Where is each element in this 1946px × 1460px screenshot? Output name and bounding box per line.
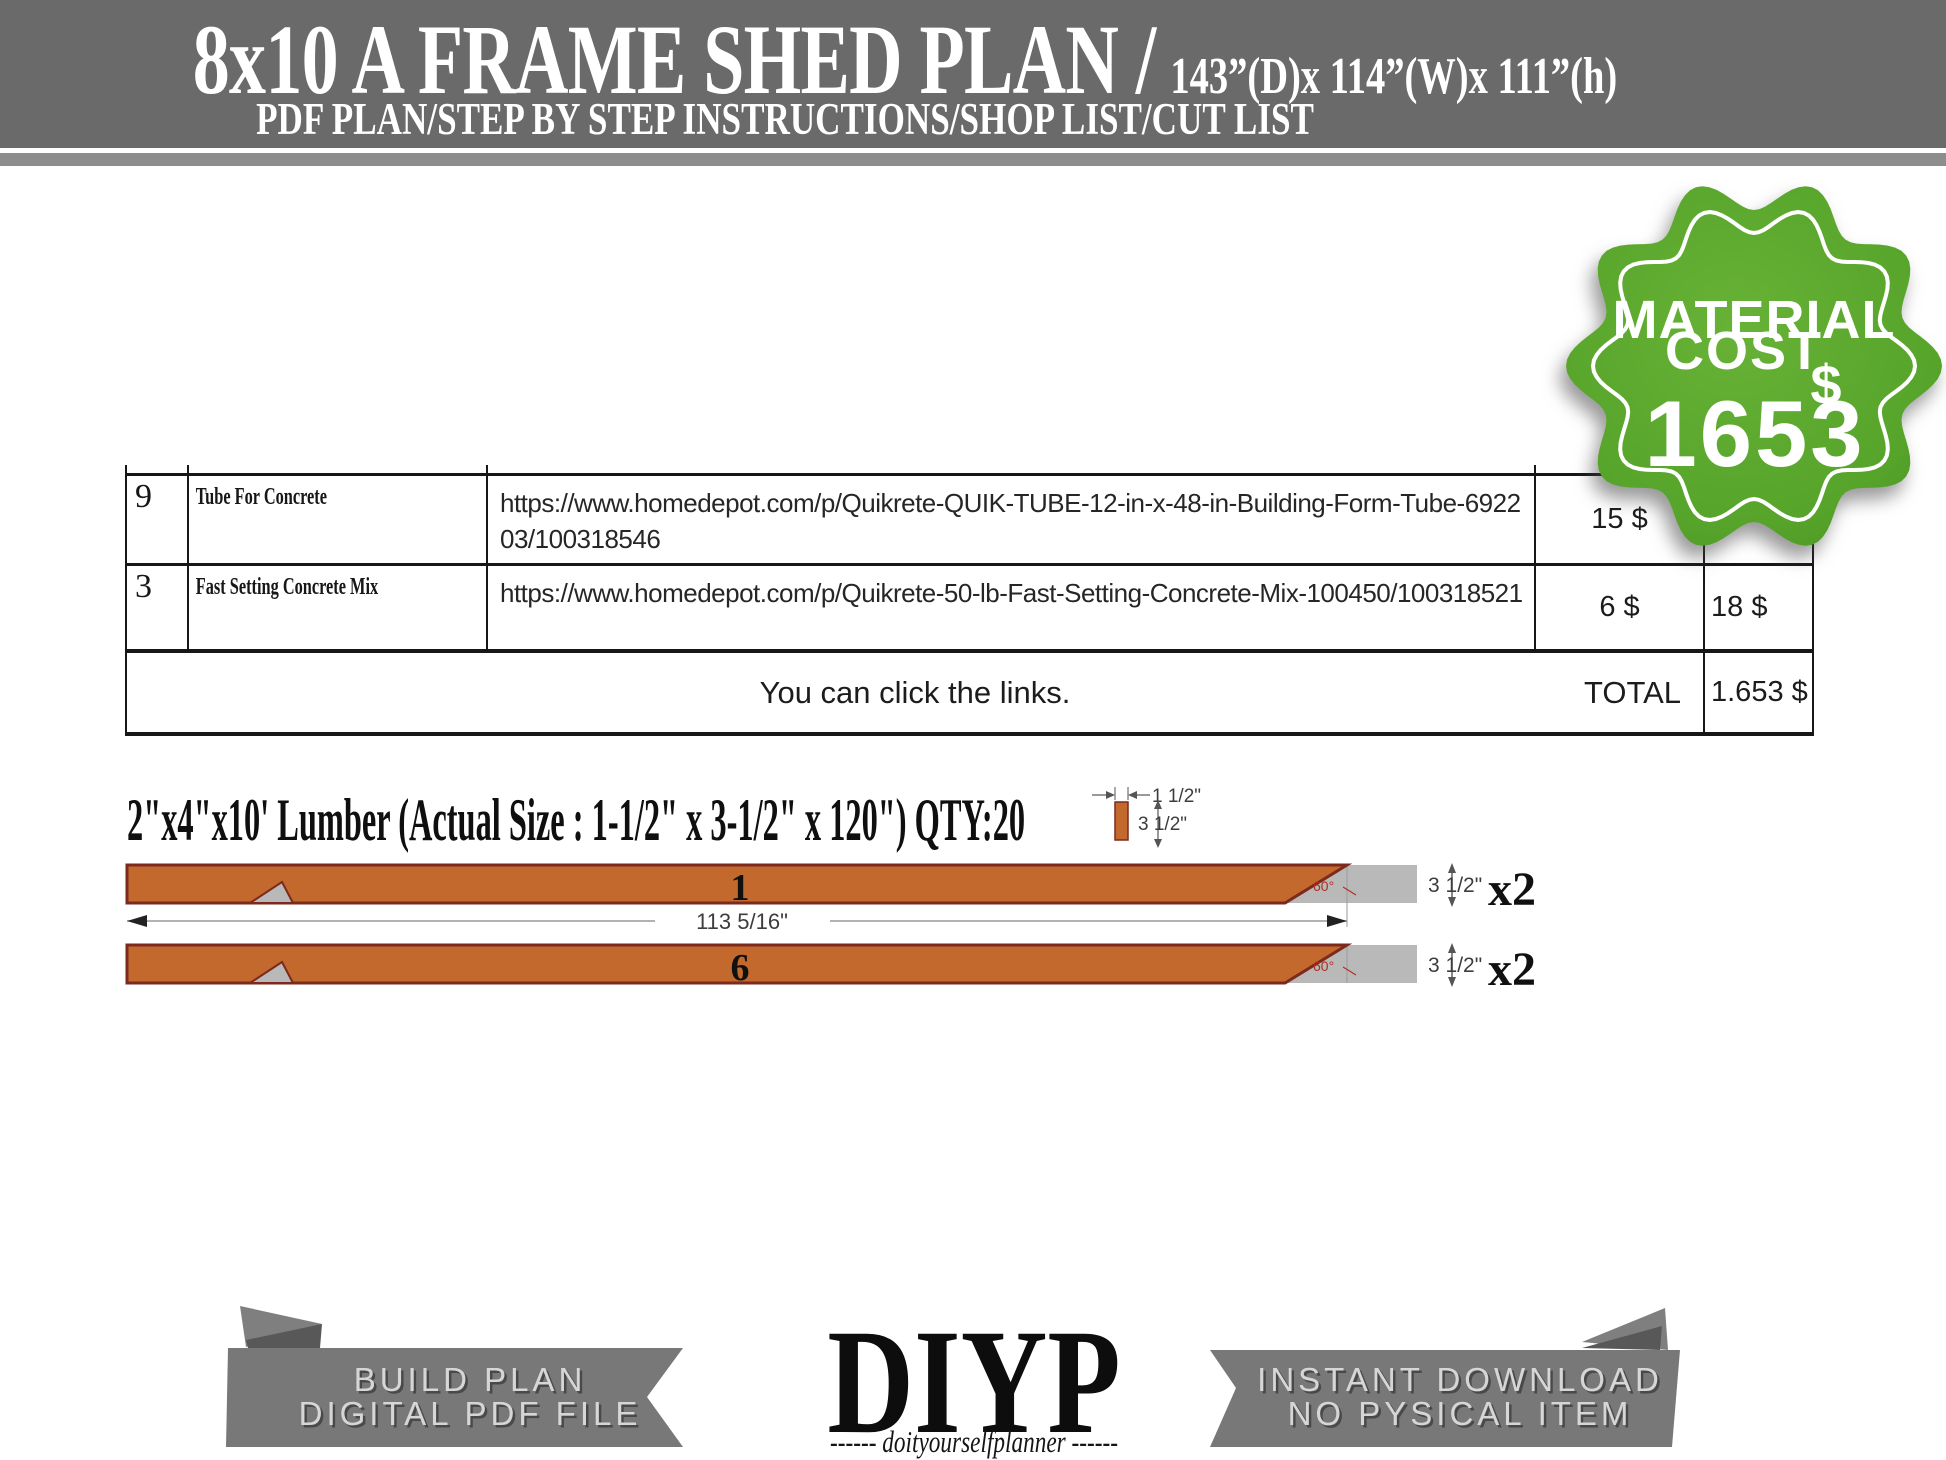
item-link[interactable]: https://www.homedepot.com/p/Quikrete-50-… (488, 566, 1536, 649)
lumber-cross-section-swatch: 1 1/2" 3 1/2" (1092, 786, 1201, 848)
badge-currency: $ (1810, 353, 1841, 416)
dimension-arrow (1128, 791, 1137, 799)
bar-count-label: x2 (1488, 943, 1536, 996)
page-title: 8x10 A FRAME SHED PLAN / (192, 4, 1157, 115)
item-unit-price: 6 $ (1536, 566, 1705, 649)
dimension-arrow (1106, 791, 1115, 799)
lumber-cut-diagram: 1 60° 3 1/2" x2 113 5/16" 6 60° 3 1/2" x… (125, 863, 1536, 996)
item-qty: 3 (127, 566, 189, 649)
table-row: 3 Fast Setting Concrete Mix https://www.… (127, 563, 1812, 649)
ribbon-line1: BUILD PLAN (354, 1361, 587, 1398)
ribbon-line2: NO PYSICAL ITEM (1288, 1395, 1633, 1432)
title-line: 8x10 A FRAME SHED PLAN /143”(D)x 114”(W)… (193, 2, 1617, 117)
swatch-width-label: 1 1/2" (1152, 786, 1201, 807)
lumber-bar (125, 943, 1353, 985)
notch-cut (246, 960, 295, 984)
badge-seal-shape (1566, 186, 1942, 546)
dimension-arrow (1327, 915, 1347, 927)
item-name: Fast Setting Concrete Mix (195, 574, 379, 600)
dimension-arrow (1154, 800, 1162, 809)
lumber-section-heading: 2"x4"x10' Lumber (Actual Size : 1-1/2" x… (127, 787, 1026, 853)
item-name: Tube For Concrete (195, 484, 327, 510)
item-link[interactable]: https://www.homedepot.com/p/Quikrete-QUI… (488, 476, 1536, 563)
ribbon-fold-shadow (1582, 1326, 1662, 1350)
swatch-rect (1114, 801, 1129, 841)
cut-angle-label: 60° (1313, 958, 1334, 974)
ribbon-line2: DIGITAL PDF FILE (299, 1395, 642, 1432)
bar-height-label: 3 1/2" (1428, 874, 1482, 897)
bar-height-label: 3 1/2" (1428, 954, 1482, 977)
total-value: 1.653 $ (1711, 676, 1808, 708)
dimension-arrow (1448, 977, 1456, 987)
notch-cut (246, 880, 295, 904)
item-row-total: 18 $ (1711, 591, 1768, 623)
bar-label: 6 (731, 947, 750, 989)
lumber-bar (125, 863, 1353, 905)
bar-count-label: x2 (1488, 863, 1536, 916)
ribbon-fold-shadow (246, 1324, 322, 1348)
ribbon-band (226, 1348, 683, 1447)
ribbon-fold (240, 1306, 322, 1347)
dimension-arrow (1448, 897, 1456, 907)
badge-inner-ring (1590, 209, 1918, 523)
dimension-arrow (1154, 839, 1162, 848)
cut-angle-label: 60° (1313, 878, 1334, 894)
badge-amount: 1653 (1644, 381, 1865, 486)
ribbon-line1: INSTANT DOWNLOAD (1257, 1361, 1663, 1398)
bar-length-label: 113 5/16" (696, 909, 788, 934)
build-plan-ribbon: BUILD PLAN DIGITAL PDF FILE (226, 1306, 683, 1447)
links-note: You can click the links. (759, 674, 1071, 710)
table-total-row: You can click the links. TOTAL 1.653 $ (127, 649, 1812, 736)
page-subtitle: PDF PLAN/STEP BY STEP INSTRUCTIONS/SHOP … (256, 94, 1314, 144)
ribbon-band (1210, 1350, 1680, 1447)
badge-line2: COST (1665, 321, 1823, 381)
diyp-logo: DIYP (827, 1299, 1121, 1460)
item-qty: 9 (127, 476, 189, 563)
dimension-arrow (1448, 863, 1456, 873)
bar-label: 1 (731, 867, 750, 909)
instant-download-ribbon: INSTANT DOWNLOAD NO PYSICAL ITEM (1210, 1308, 1680, 1447)
swatch-thickness-label: 3 1/2" (1138, 814, 1187, 835)
header-divider-stripe (0, 153, 1946, 166)
header-band: 8x10 A FRAME SHED PLAN /143”(D)x 114”(W)… (0, 0, 1946, 148)
total-label: TOTAL (1583, 674, 1681, 710)
diyp-tagline: ------ doityourselfplanner ------ (830, 1424, 1118, 1459)
shed-dimensions: 143”(D)x 114”(W)x 111”(h) (1170, 48, 1618, 105)
badge-line1: MATERIAL (1613, 290, 1896, 350)
dimension-arrow (127, 915, 147, 927)
material-cost-badge: MATERIAL COST $ 1653 (1566, 186, 1942, 546)
dimension-arrow (1448, 943, 1456, 953)
table-row: 9 Tube For Concrete https://www.homedepo… (127, 473, 1812, 563)
shop-list-table: 9 Tube For Concrete https://www.homedepo… (125, 465, 1814, 736)
